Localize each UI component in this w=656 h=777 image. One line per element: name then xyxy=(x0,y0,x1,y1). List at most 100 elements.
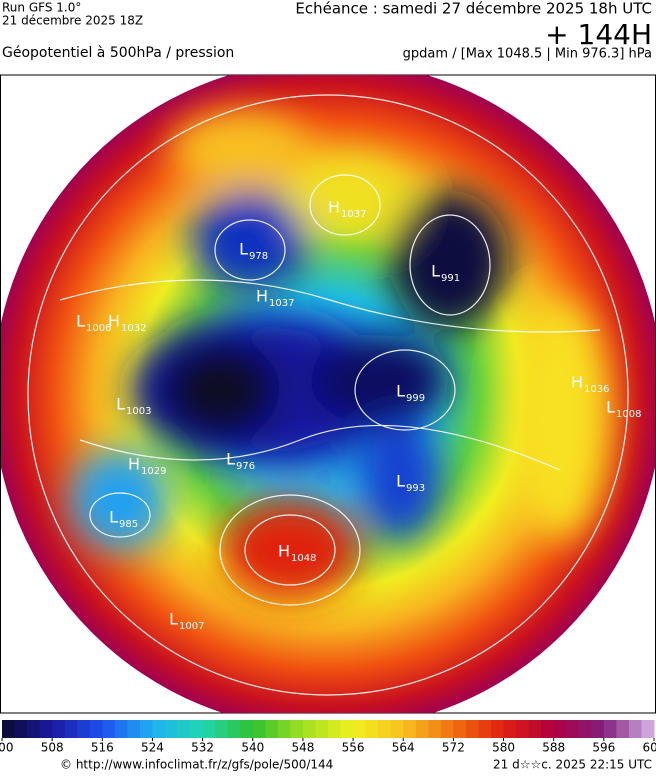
center-value: 985 xyxy=(119,519,138,530)
source-url: © http://www.infoclimat.fr/z/gfs/pole/50… xyxy=(60,758,333,772)
run-label: Run GFS 1.0° xyxy=(2,1,81,15)
colorbar-cell xyxy=(265,720,279,738)
isolines xyxy=(27,94,629,696)
colorbar-cell xyxy=(165,720,179,738)
colorbar-cell xyxy=(491,720,505,738)
timestamp: 21 d☆☆c. 2025 22:15 UTC xyxy=(493,758,652,772)
colorbar-label: 500 xyxy=(0,741,13,755)
colorbar-cell xyxy=(453,720,467,738)
colorbar-cell xyxy=(415,720,429,738)
colorbar: 500 508 516 524 532 540 548 556 564 572 580 588 596 6… xyxy=(0,720,656,755)
center-value: 1036 xyxy=(584,384,609,395)
colorbar-label: 572 xyxy=(442,741,465,755)
colorbar-cell xyxy=(139,720,153,738)
colorbar-label: 524 xyxy=(141,741,164,755)
colorbar-label: 532 xyxy=(191,741,214,755)
center-value: 1007 xyxy=(179,621,204,632)
center-kind: H xyxy=(128,455,140,474)
colorbar-cell xyxy=(616,720,630,738)
center-value: 978 xyxy=(249,251,268,262)
colorbar-cell xyxy=(578,720,592,738)
colorbar-label: 604 xyxy=(643,741,656,755)
center-value: 1032 xyxy=(121,323,146,334)
colorbar-cell xyxy=(553,720,567,738)
colorbar-cell xyxy=(227,720,241,738)
center-kind: L xyxy=(116,395,125,414)
center-kind: L xyxy=(396,382,405,401)
field-name: Géopotentiel à 500hPa / pression xyxy=(2,45,234,61)
center-value: 1037 xyxy=(269,298,294,309)
center-kind: H xyxy=(571,373,583,392)
colorbar-cell xyxy=(27,720,41,738)
run-date: 21 décembre 2025 18Z xyxy=(2,14,143,28)
center-value: 993 xyxy=(406,483,425,494)
colorbar-cell xyxy=(603,720,617,738)
colorbar-cell xyxy=(628,720,642,738)
colorbar-cell xyxy=(503,720,517,738)
center-value: 1029 xyxy=(141,466,166,477)
colorbar-cell xyxy=(328,720,342,738)
center-value: 1008 xyxy=(616,409,641,420)
colorbar-cell xyxy=(353,720,367,738)
center-value: 991 xyxy=(441,273,460,284)
colorbar-cell xyxy=(190,720,204,738)
colorbar-cell xyxy=(403,720,417,738)
colorbar-cell xyxy=(64,720,78,738)
colorbar-cell xyxy=(528,720,542,738)
colorbar-label: 548 xyxy=(291,741,314,755)
colorbar-cell xyxy=(378,720,392,738)
center-kind: L xyxy=(396,472,405,491)
colorbar-cell xyxy=(541,720,555,738)
center-kind: L xyxy=(431,262,440,281)
center-kind: L xyxy=(109,508,118,527)
colorbar-label: 588 xyxy=(542,741,565,755)
colorbar-cell xyxy=(566,720,580,738)
center-kind: L xyxy=(239,240,248,259)
colorbar-cell xyxy=(641,720,655,738)
colorbar-cell xyxy=(114,720,128,738)
colorbar-cell xyxy=(77,720,91,738)
colorbar-label: 516 xyxy=(91,741,114,755)
colorbar-label: 564 xyxy=(392,741,415,755)
colorbar-cell xyxy=(277,720,291,738)
colorbar-label: 596 xyxy=(592,741,615,755)
center-kind: L xyxy=(226,450,235,469)
colorbar-cell xyxy=(240,720,254,738)
colorbar-cell xyxy=(2,720,16,738)
center-kind: H xyxy=(256,287,268,306)
colorbar-cell xyxy=(315,720,329,738)
colorbar-cell xyxy=(202,720,216,738)
center-kind: L xyxy=(76,312,85,331)
colorbar-cell xyxy=(465,720,479,738)
center-value: 976 xyxy=(236,461,255,472)
colorbar-cell xyxy=(390,720,404,738)
center-kind: L xyxy=(169,610,178,629)
colorbar-cell xyxy=(152,720,166,738)
center-kind: H xyxy=(278,542,290,561)
colorbar-label: 540 xyxy=(241,741,264,755)
lead-time: + 144H xyxy=(545,18,652,51)
colorbar-cell xyxy=(39,720,53,738)
center-value: 1006 xyxy=(86,323,111,334)
colorbar-label: 580 xyxy=(492,741,515,755)
colorbar-cell xyxy=(440,720,454,738)
colorbar-cell xyxy=(177,720,191,738)
colorbar-cell xyxy=(215,720,229,738)
colorbar-cell xyxy=(428,720,442,738)
colorbar-cell xyxy=(302,720,316,738)
colorbar-cell xyxy=(127,720,141,738)
colorbar-cell xyxy=(290,720,304,738)
center-value: 1037 xyxy=(341,209,366,220)
center-kind: L xyxy=(606,398,615,417)
colorbar-cell xyxy=(591,720,605,738)
center-kind: H xyxy=(328,198,340,217)
center-value: 1048 xyxy=(291,553,316,564)
colorbar-label: 556 xyxy=(342,741,365,755)
field-units: gpdam / [Max 1048.5 | Min 976.3] hPa xyxy=(403,47,652,62)
colorbar-cell xyxy=(89,720,103,738)
center-value: 999 xyxy=(406,393,425,404)
colorbar-cell xyxy=(52,720,66,738)
forecast-time: Echéance : samedi 27 décembre 2025 18h U… xyxy=(295,0,652,18)
